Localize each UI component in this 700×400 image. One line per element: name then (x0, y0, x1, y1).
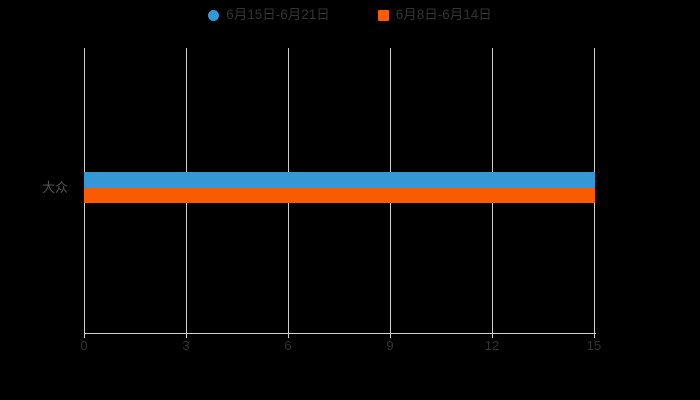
bar-series-2-dazhong[interactable] (84, 188, 595, 203)
y-axis-category-labels: 大众 (0, 181, 78, 195)
x-tick-mark-12 (492, 333, 493, 338)
x-axis-line (84, 333, 596, 334)
chart-legend: 6月15日-6月21日 6月8日-6月14日 (0, 0, 700, 30)
x-tick-mark-0 (84, 333, 85, 338)
x-tick-label-6: 6 (284, 338, 292, 353)
x-tick-label-9: 9 (386, 338, 394, 353)
x-tick-mark-3 (186, 333, 187, 338)
x-tick-label-12: 12 (484, 338, 500, 353)
x-tick-mark-15 (594, 333, 595, 338)
x-tick-label-15: 15 (586, 338, 602, 353)
legend-marker-dot-blue (208, 9, 220, 21)
legend-item-series-1[interactable]: 6月15日-6月21日 (208, 8, 330, 22)
legend-marker-square-orange (377, 9, 389, 21)
y-axis-label-dazhong: 大众 (41, 180, 68, 195)
legend-label-series-1: 6月15日-6月21日 (226, 7, 330, 23)
x-tick-mark-6 (288, 333, 289, 338)
legend-label-series-2: 6月8日-6月14日 (395, 7, 492, 23)
x-tick-mark-9 (390, 333, 391, 338)
bar-series-1-dazhong[interactable] (84, 172, 595, 188)
x-tick-label-3: 3 (182, 338, 190, 353)
plot-area (84, 48, 595, 333)
legend-item-series-2[interactable]: 6月8日-6月14日 (377, 7, 492, 23)
x-tick-label-0: 0 (80, 338, 88, 353)
